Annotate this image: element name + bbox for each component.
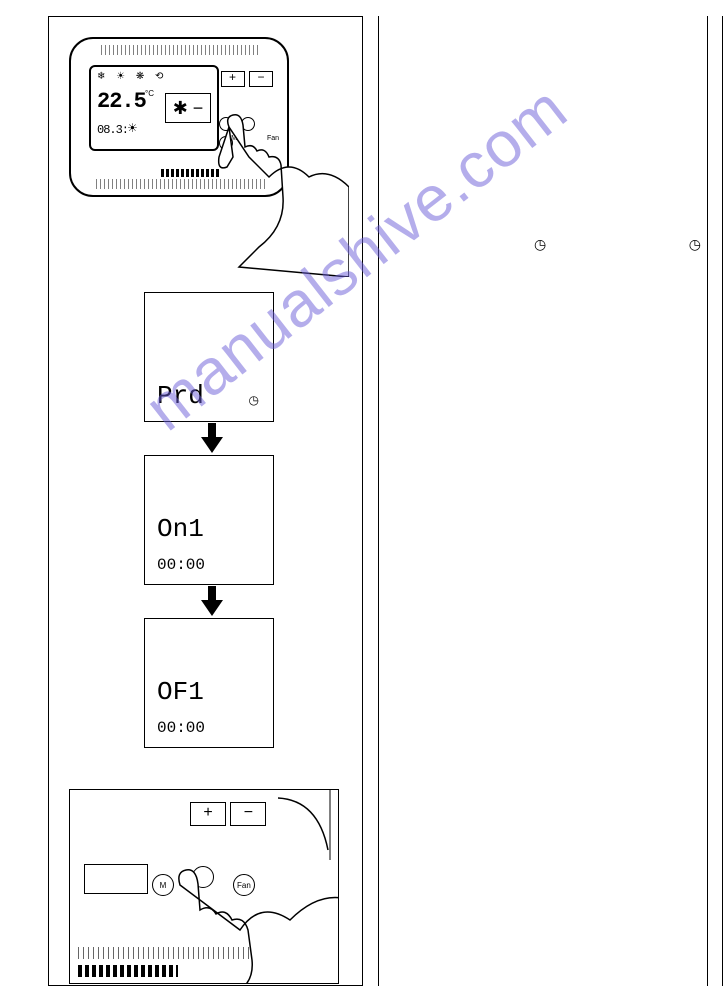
arrow-down-icon — [197, 586, 227, 616]
arrow-down-icon — [197, 423, 227, 453]
plus-minus-buttons — [221, 71, 277, 92]
mode-icons-row: ❄ ☀ ❋ ⟲ — [97, 71, 167, 82]
thermostat-illustration: ❄ ☀ ❋ ⟲ 22.5 °C 08.3: ☀ ✱ − M Fan — [69, 37, 339, 277]
lcd-step-prd: Prd ◷ — [144, 292, 274, 422]
minus-button[interactable] — [249, 71, 273, 87]
lcd-on1-text: On1 — [157, 514, 204, 544]
clock-icon: ◷ — [689, 236, 701, 253]
sun-icon: ☀ — [127, 121, 138, 135]
lcd-of1-time: 00:00 — [157, 719, 205, 737]
temp-unit: °C — [145, 89, 154, 98]
lcd-step-of1: OF1 00:00 — [144, 618, 274, 748]
page-frame: ❄ ☀ ❋ ⟲ 22.5 °C 08.3: ☀ ✱ − M Fan — [8, 8, 715, 991]
clock-icon: ◷ — [534, 236, 546, 253]
minus-button-large[interactable]: − — [230, 802, 266, 826]
plus-button[interactable] — [221, 71, 245, 87]
lcd-step-on1: On1 00:00 — [144, 455, 274, 585]
lcd-on1-time: 00:00 — [157, 556, 205, 574]
lcd-prd-text: Prd — [157, 381, 204, 411]
highlight-rectangle — [84, 864, 148, 894]
plus-minus-closeup: + − — [190, 802, 266, 826]
middle-column: ◷ ◷ — [378, 16, 708, 986]
ambient-temp: 22.5 — [97, 89, 146, 114]
left-column: ❄ ☀ ❋ ⟲ 22.5 °C 08.3: ☀ ✱ − M Fan — [48, 16, 363, 986]
program-code: 08.3: — [97, 123, 128, 137]
vents-top — [101, 45, 261, 55]
lcd-of1-text: OF1 — [157, 677, 204, 707]
plus-button-large[interactable]: + — [190, 802, 226, 826]
hand-pointing — [189, 107, 349, 277]
clock-icon: ◷ — [249, 393, 259, 407]
device-corner-line — [278, 790, 338, 860]
button-closeup-panel: + − M Fan — [69, 789, 339, 984]
hand-pointing-closeup — [150, 860, 339, 984]
